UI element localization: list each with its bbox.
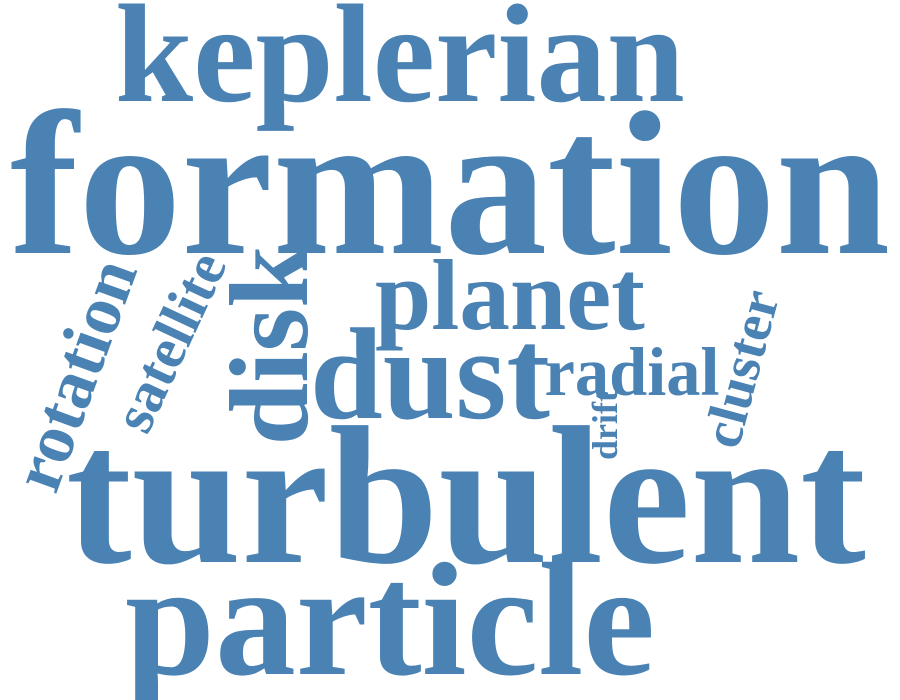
word-radial: radial: [544, 333, 720, 410]
word-keplerian: keplerian: [115, 0, 685, 132]
word-dust: dust: [310, 301, 550, 447]
word-planet: planet: [375, 238, 645, 351]
word-turbulent: turbulent: [66, 385, 866, 605]
word-formation: formation: [10, 70, 891, 298]
word-particle: particle: [125, 530, 656, 700]
